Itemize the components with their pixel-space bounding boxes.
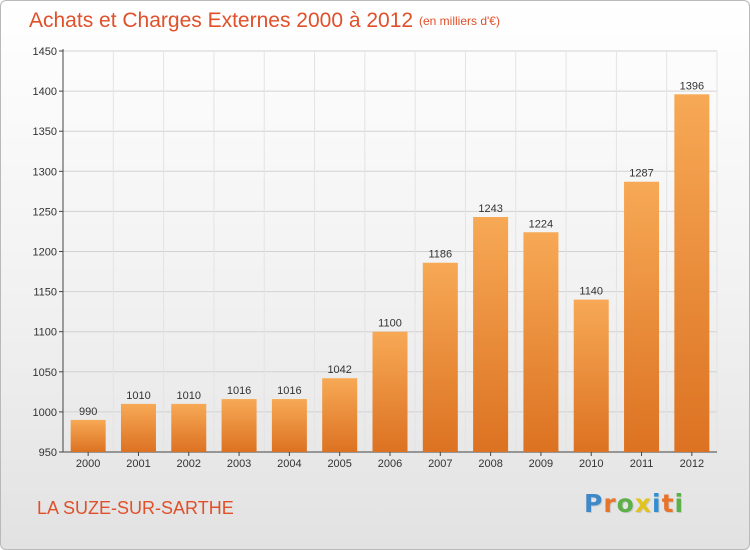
- y-tick-label: 1000: [33, 407, 57, 419]
- x-tick-label-2009: 2009: [529, 458, 553, 470]
- logo-letter: r: [603, 489, 617, 518]
- x-tick-label-2011: 2011: [630, 458, 654, 470]
- value-label-2008: 1243: [478, 203, 502, 215]
- value-labels: 990 1010 1010 1016 1016 1042 1100 1186 1243 1224 1…: [79, 80, 704, 418]
- commune-name: LA SUZE-SUR-SARTHE: [37, 498, 234, 518]
- x-tick-label-2001: 2001: [126, 458, 150, 470]
- chart-title: Achats et Charges Externes 2000 à 2012: [29, 9, 414, 32]
- x-tick-label-2006: 2006: [378, 458, 402, 470]
- logo-letter: x: [634, 489, 652, 518]
- bar-2007: [422, 262, 458, 452]
- y-tick-label: 1350: [33, 126, 57, 138]
- value-label-2001: 1010: [126, 390, 150, 402]
- bar-2003: [221, 399, 257, 452]
- y-tick-label: 1300: [33, 166, 57, 178]
- x-tick-label-2002: 2002: [177, 458, 201, 470]
- x-tick-label-2010: 2010: [579, 458, 603, 470]
- x-tick-label-2012: 2012: [680, 458, 704, 470]
- x-tick-label-2000: 2000: [76, 458, 100, 470]
- proxiti-logo[interactable]: Proxiti: [584, 489, 684, 518]
- y-tick-label: 1150: [33, 287, 57, 299]
- bar-2012: [674, 94, 710, 453]
- chart-subtitle: (en milliers d'€): [419, 14, 500, 28]
- x-tick-label-2008: 2008: [478, 458, 502, 470]
- value-label-2006: 1100: [378, 318, 402, 330]
- y-tick-label: 1450: [33, 46, 57, 58]
- bar-2008: [473, 217, 509, 452]
- value-label-2009: 1224: [529, 218, 553, 230]
- y-tick-label: 1050: [33, 367, 57, 379]
- value-label-2007: 1186: [428, 249, 452, 261]
- logo-letter: P: [584, 489, 604, 518]
- bar-2010: [573, 299, 609, 452]
- value-label-2002: 1010: [177, 390, 201, 402]
- y-tick-label: 950: [39, 447, 57, 459]
- bar-2006: [372, 331, 408, 452]
- x-tick-label-2007: 2007: [428, 458, 452, 470]
- logo-letter: i: [652, 489, 662, 518]
- value-label-2005: 1042: [327, 364, 351, 376]
- x-tick-label-2003: 2003: [227, 458, 251, 470]
- bars: [70, 94, 710, 453]
- logo-letter: o: [616, 489, 635, 518]
- value-label-2010: 1140: [579, 286, 603, 298]
- value-label-2004: 1016: [277, 385, 301, 397]
- value-label-2012: 1396: [680, 80, 704, 92]
- bar-2001: [120, 403, 156, 452]
- logo-letter: t: [661, 489, 675, 518]
- y-tick-label: 1100: [33, 327, 57, 339]
- value-label-2003: 1016: [227, 385, 251, 397]
- bar-2004: [271, 399, 307, 452]
- y-tick-label: 1200: [33, 247, 57, 259]
- y-tick-label: 1250: [33, 206, 57, 218]
- logo-letter: i: [674, 489, 685, 518]
- bar-2009: [523, 232, 559, 452]
- x-tick-label-2004: 2004: [277, 458, 301, 470]
- bar-2000: [70, 419, 106, 452]
- bar-2005: [322, 378, 358, 452]
- x-tick-label-2005: 2005: [327, 458, 351, 470]
- value-label-2011: 1287: [629, 168, 653, 180]
- bar-2002: [171, 403, 207, 452]
- y-tick-label: 1400: [33, 86, 57, 98]
- bar-2011: [624, 181, 660, 452]
- value-label-2000: 990: [79, 406, 97, 418]
